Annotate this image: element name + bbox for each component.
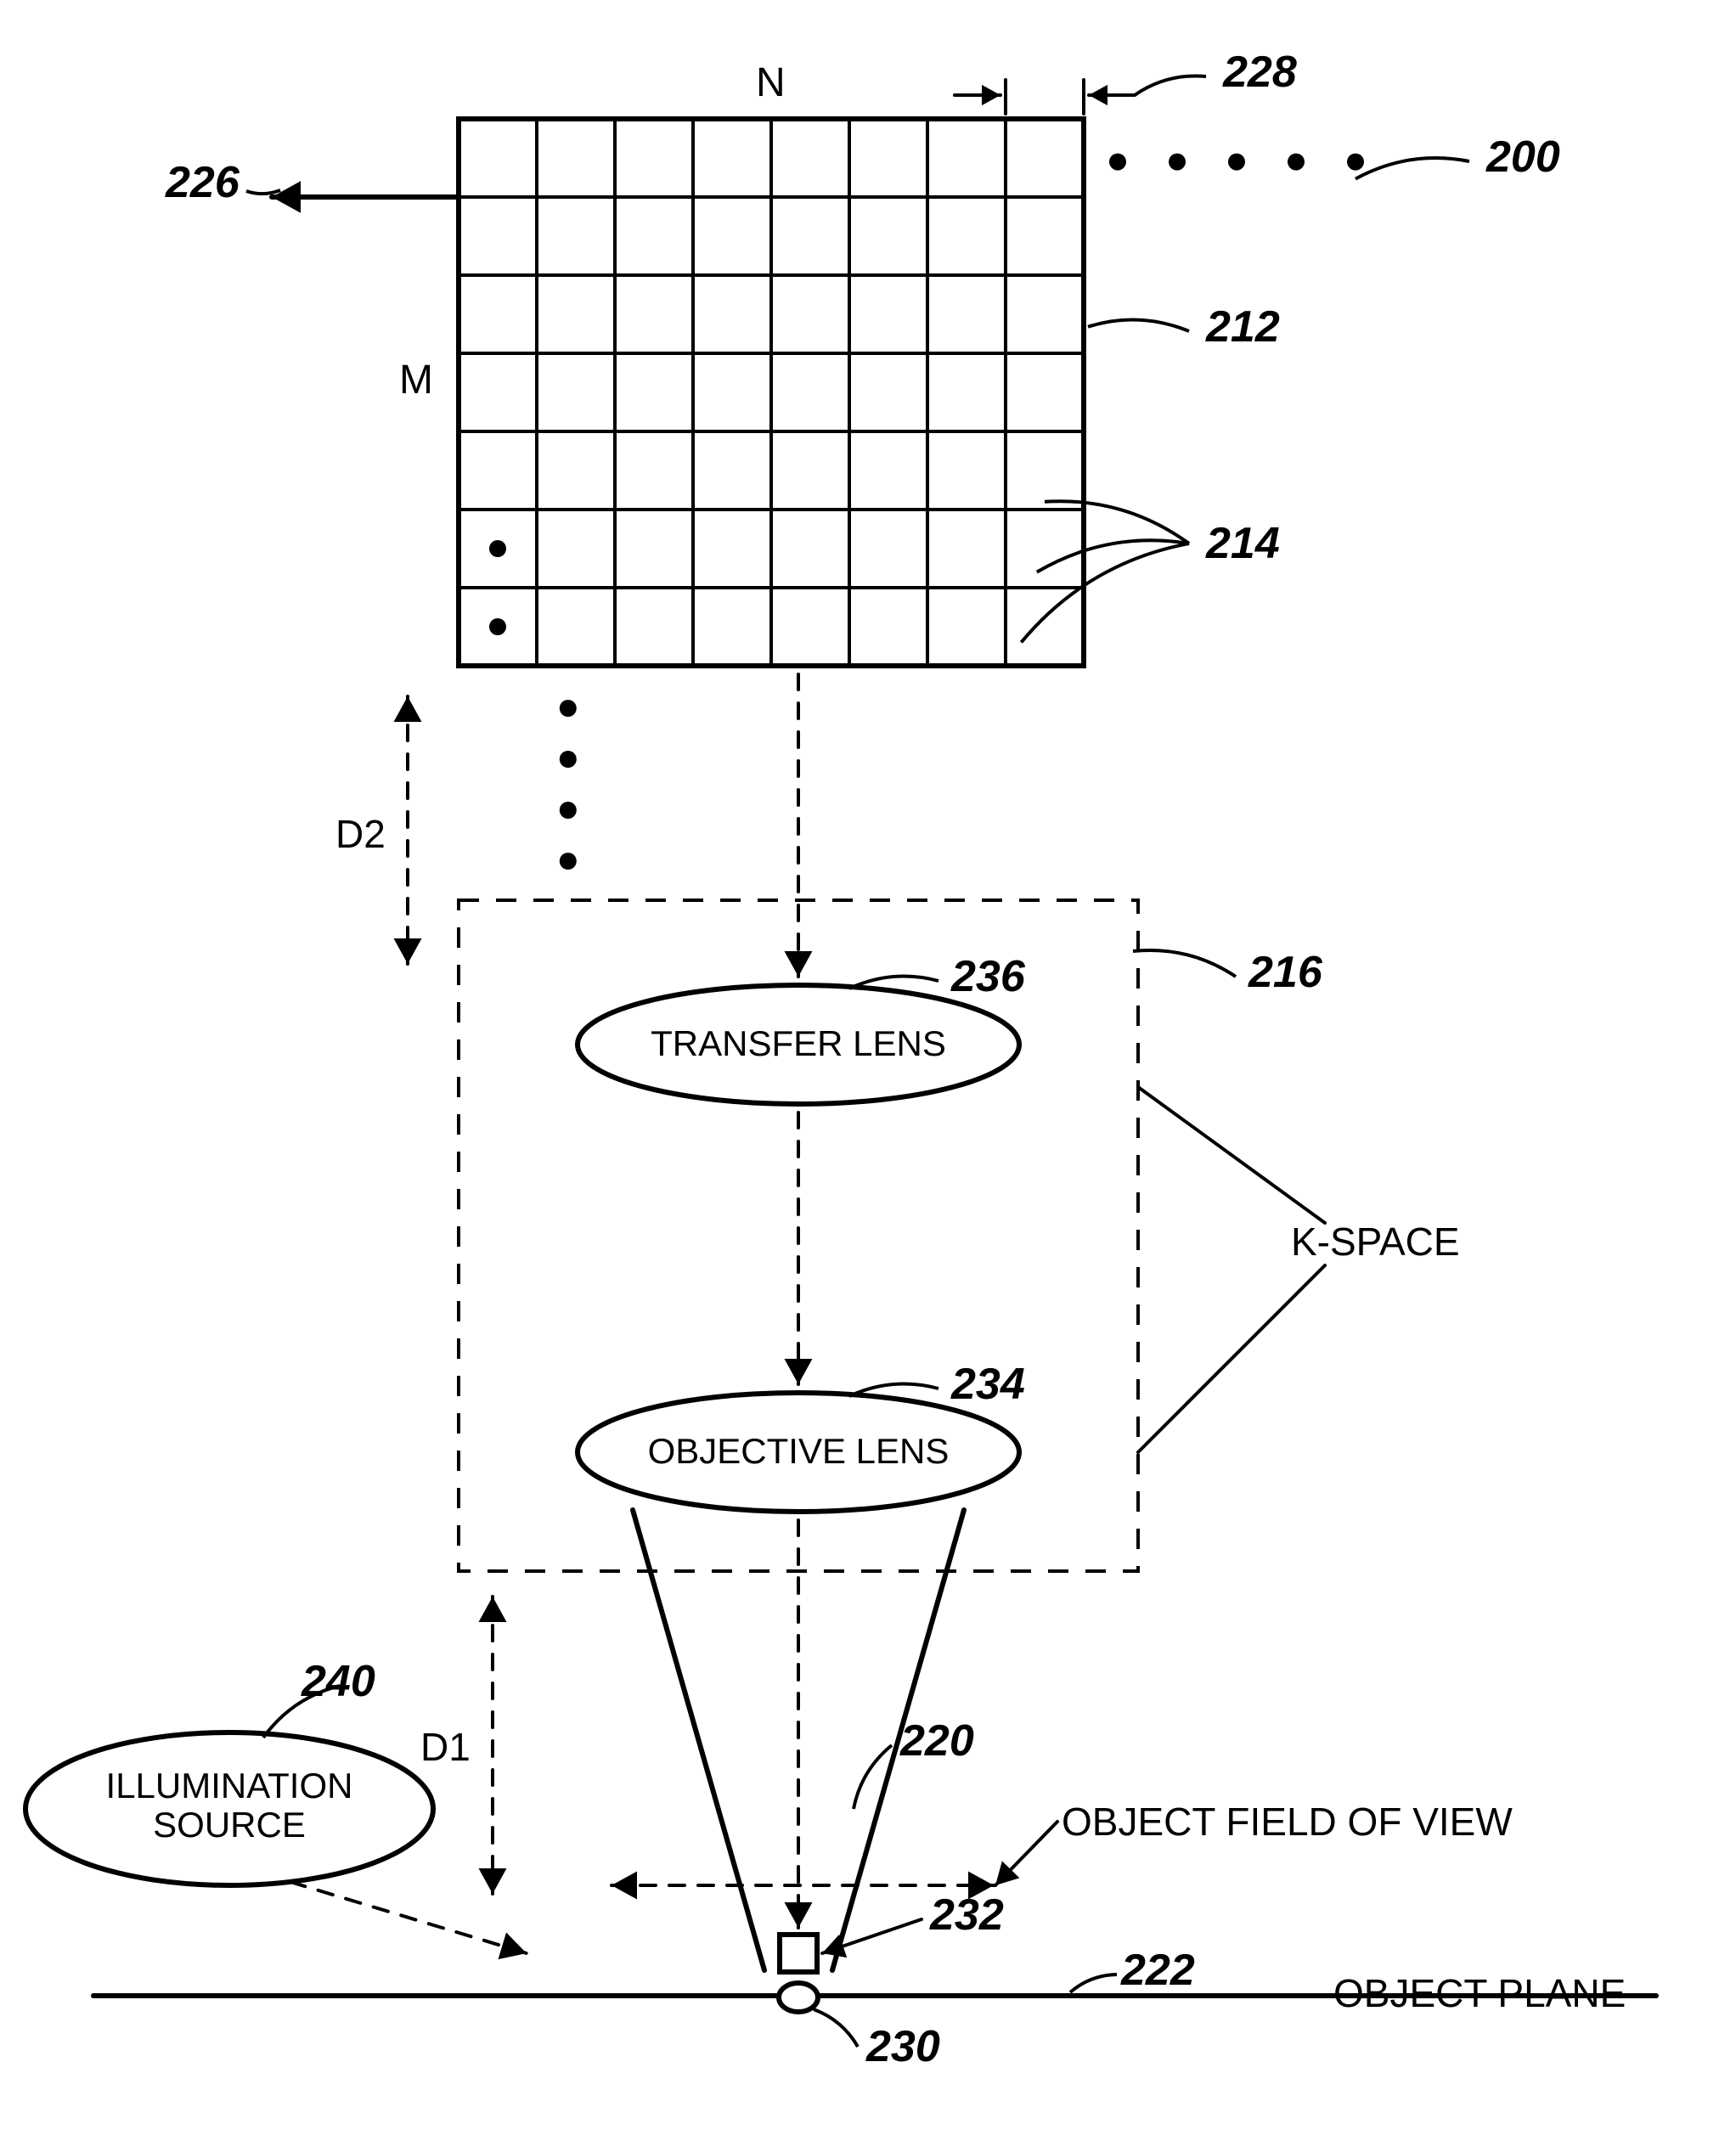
illum-line1: ILLUMINATION	[106, 1766, 353, 1806]
transfer-lens-label: TRANSFER LENS	[595, 1023, 1002, 1064]
ref-200: 200	[1486, 132, 1560, 183]
ref-226: 226	[166, 157, 240, 208]
ref-220: 220	[900, 1715, 974, 1766]
label-D1: D1	[420, 1724, 471, 1770]
ref-232: 232	[930, 1890, 1004, 1941]
ref-230: 230	[866, 2021, 940, 2072]
objective-lens-label: OBJECTIVE LENS	[595, 1431, 1002, 1472]
ref-212: 212	[1206, 301, 1280, 352]
label-M: M	[399, 357, 433, 403]
ref-240: 240	[302, 1656, 375, 1707]
label-fov: OBJECT FIELD OF VIEW	[1062, 1799, 1513, 1845]
label-N: N	[756, 59, 786, 106]
ref-228: 228	[1223, 47, 1297, 98]
label-object-plane: OBJECT PLANE	[1333, 1970, 1626, 2016]
ref-214: 214	[1206, 518, 1280, 569]
ref-222: 222	[1121, 1945, 1195, 1996]
illum-line2: SOURCE	[153, 1805, 306, 1845]
ref-234: 234	[951, 1359, 1025, 1410]
label-D2: D2	[335, 811, 386, 857]
ref-216: 216	[1248, 947, 1322, 998]
illumination-source-label: ILLUMINATION SOURCE	[51, 1766, 408, 1845]
ref-236: 236	[951, 951, 1025, 1002]
label-kspace: K-SPACE	[1291, 1219, 1460, 1265]
